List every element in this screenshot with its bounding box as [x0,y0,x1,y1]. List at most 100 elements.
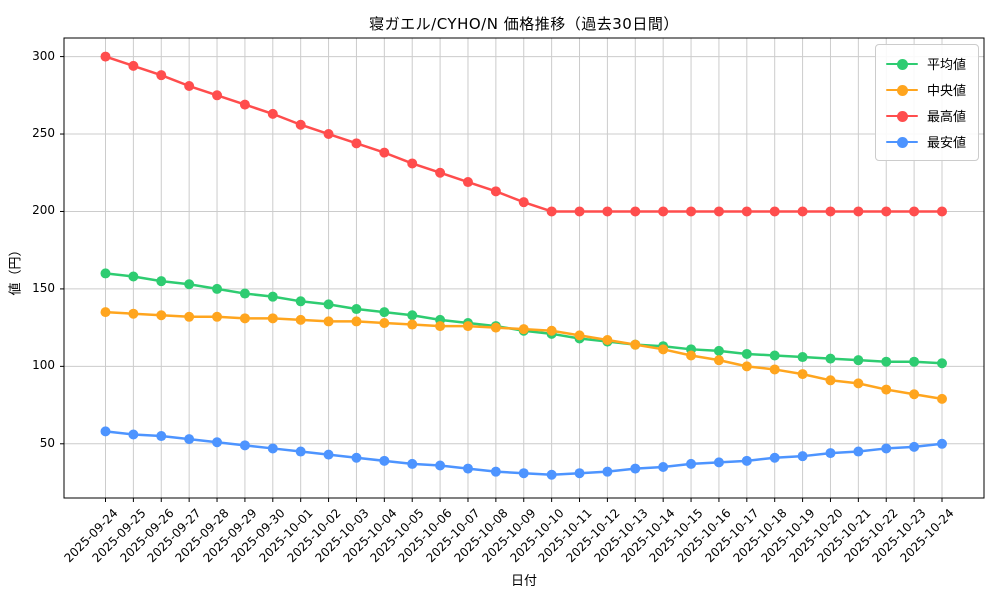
data-point [323,316,334,327]
data-point [658,206,669,217]
legend-label: 最高値 [926,110,966,125]
data-point [741,348,752,359]
data-point [769,364,780,375]
data-point [546,325,557,336]
data-point [853,206,864,217]
data-point [602,206,613,217]
data-point [937,393,947,404]
data-point [630,206,641,217]
y-tick-label: 200 [32,203,55,218]
data-point [212,311,223,322]
data-point [351,138,362,149]
line-dot-marker-icon [885,84,918,96]
data-point [546,469,557,480]
data-point [128,271,139,282]
data-point [100,426,111,437]
data-point [713,355,724,366]
data-point [909,441,920,452]
legend-label: 平均値 [926,58,966,73]
line-dot-marker-icon [885,58,918,70]
data-point [741,455,752,466]
data-point [295,296,306,307]
data-point [909,206,920,217]
data-point [156,431,167,442]
data-point [490,322,501,333]
data-point [769,452,780,463]
data-point [825,448,836,459]
line-dot-marker-icon [885,136,918,148]
data-point [100,268,111,279]
data-point [630,463,641,474]
data-point [602,335,613,346]
data-point [407,319,418,330]
legend-item-median: 中央値 [885,80,966,99]
data-point [797,352,808,363]
data-point [937,206,947,217]
data-point [323,299,334,310]
data-point [323,449,334,460]
y-tick-label: 50 [39,435,55,450]
data-point [184,81,195,92]
legend-item-min: 最安値 [885,132,966,151]
data-point [323,129,334,140]
data-point [295,119,306,130]
data-point [462,463,473,474]
y-tick-label: 250 [32,126,55,141]
legend: 平均値 中央値 最高値 最安値 [874,44,979,161]
data-point [881,384,892,395]
data-point [574,330,585,341]
data-point [100,51,111,62]
y-tick-label: 100 [32,358,55,373]
data-point [435,460,446,471]
data-point [546,206,557,217]
data-point [686,350,697,361]
data-point [630,339,641,350]
data-point [156,276,167,287]
line-dot-marker-icon [885,110,918,122]
data-point [909,356,920,367]
data-point [212,437,223,448]
data-point [825,353,836,364]
data-point [658,344,669,355]
data-point [713,457,724,468]
data-point [239,288,250,299]
data-point [574,206,585,217]
data-point [741,361,752,372]
data-point [797,369,808,380]
data-point [881,443,892,454]
data-point [881,356,892,367]
data-point [267,443,278,454]
data-point [713,345,724,356]
data-point [574,468,585,479]
data-point [351,304,362,315]
legend-label: 中央値 [926,84,966,99]
x-axis-label: 日付 [510,574,537,589]
data-point [435,321,446,332]
data-point [184,311,195,322]
data-point [937,438,947,449]
y-tick-label: 150 [32,280,55,295]
data-point [937,358,947,369]
data-point [853,446,864,457]
data-point [881,206,892,217]
data-point [518,197,529,208]
data-point [407,158,418,169]
data-point [239,440,250,451]
data-point [462,177,473,188]
data-point [351,316,362,327]
y-axis-label: 値（円） [8,243,24,296]
data-point [156,310,167,321]
data-point [184,279,195,290]
data-point [100,307,111,318]
data-point [435,167,446,178]
data-point [351,452,362,463]
data-point [713,206,724,217]
data-point [658,462,669,473]
data-point [379,455,390,466]
data-point [407,458,418,469]
data-point [909,389,920,400]
data-point [462,321,473,332]
data-point [518,468,529,479]
data-point [769,206,780,217]
